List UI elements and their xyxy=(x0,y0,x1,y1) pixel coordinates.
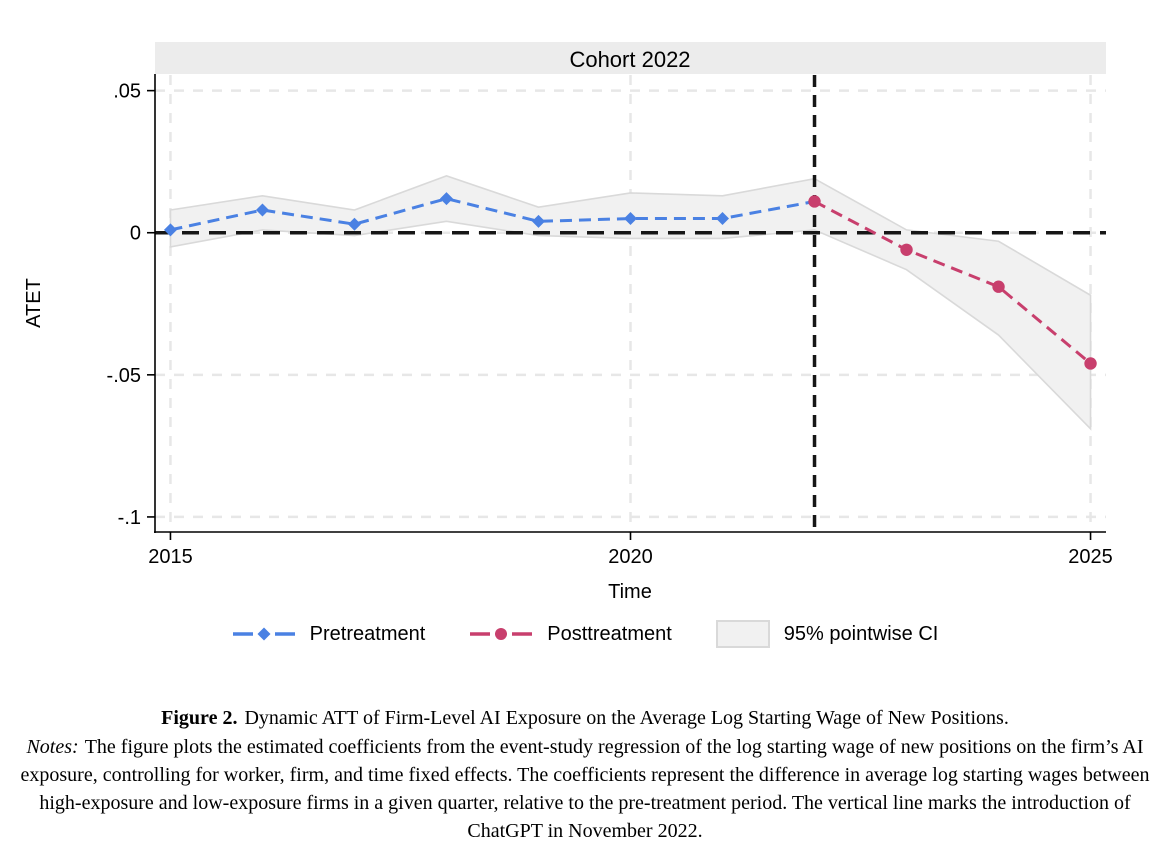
notes-text: The figure plots the estimated coefficie… xyxy=(20,736,1150,842)
posttreatment-line xyxy=(813,200,1092,365)
legend-item-pretreatment: Pretreatment xyxy=(232,622,426,646)
y-tick-label: .05 xyxy=(113,81,141,103)
confidence-band xyxy=(169,175,1092,431)
pretreatment-marker xyxy=(624,212,637,226)
posttreatment-marker xyxy=(900,243,913,256)
posttreatment-marker xyxy=(1084,357,1097,370)
x-axis-title: Time xyxy=(608,581,652,603)
x-tick-label: 2025 xyxy=(1068,546,1113,568)
legend-item-posttreatment: Posttreatment xyxy=(469,623,672,646)
legend-item-ci: 95% pointwise CI xyxy=(715,620,939,648)
posttreatment-line-icon xyxy=(470,628,533,640)
pretreatment-marker xyxy=(716,212,730,226)
caption-notes: Notes: The figure plots the estimated coe… xyxy=(2,733,1168,845)
pretreatment-marker xyxy=(531,214,545,228)
ci-band xyxy=(169,175,1092,431)
figure-number-label: Figure 2. xyxy=(161,707,238,729)
pretreatment-line-icon xyxy=(232,627,295,641)
chart-title: Cohort 2022 xyxy=(569,47,690,72)
legend-label-pretreatment: Pretreatment xyxy=(309,622,426,645)
posttreatment-marker xyxy=(992,280,1005,293)
ci-swatch-icon xyxy=(715,620,770,648)
reference-lines xyxy=(155,75,1106,532)
legend-label-posttreatment: Posttreatment xyxy=(547,622,672,645)
legend-label-ci: 95% pointwise CI xyxy=(783,622,939,645)
x-tick-label: 2015 xyxy=(148,546,193,568)
series-lines xyxy=(163,192,1097,370)
pretreatment-marker xyxy=(347,217,361,231)
pretreatment-marker xyxy=(255,203,269,217)
pretreatment-marker xyxy=(439,192,453,206)
caption-title-line: Figure 2. Dynamic ATT of Firm-Level AI Ex… xyxy=(2,704,1168,733)
pretreatment-line xyxy=(170,197,815,232)
figure-caption: Figure 2. Dynamic ATT of Firm-Level AI Ex… xyxy=(0,704,1170,845)
chart-title-strip xyxy=(155,42,1106,74)
y-tick-label: -.05 xyxy=(107,365,141,387)
posttreatment-marker xyxy=(808,195,821,208)
y-axis-title: ATET xyxy=(23,278,45,328)
x-tick-label: 2020 xyxy=(608,546,653,568)
event-study-chart: Cohort 2022 .05 0 -.05 -.1 2015 2020 2025 ATET… xyxy=(23,42,1113,603)
chart-legend: Pretreatment Posttreatment 95% pointwise… xyxy=(0,620,1170,648)
y-tick-label: -.1 xyxy=(118,507,141,529)
y-tick-label: 0 xyxy=(130,223,141,245)
pretreatment-marker xyxy=(163,223,177,237)
figure-title-text: Dynamic ATT of Firm-Level AI Exposure on… xyxy=(244,707,1009,729)
notes-label: Notes: xyxy=(26,736,79,758)
axes: .05 0 -.05 -.1 2015 2020 2025 xyxy=(107,74,1113,568)
